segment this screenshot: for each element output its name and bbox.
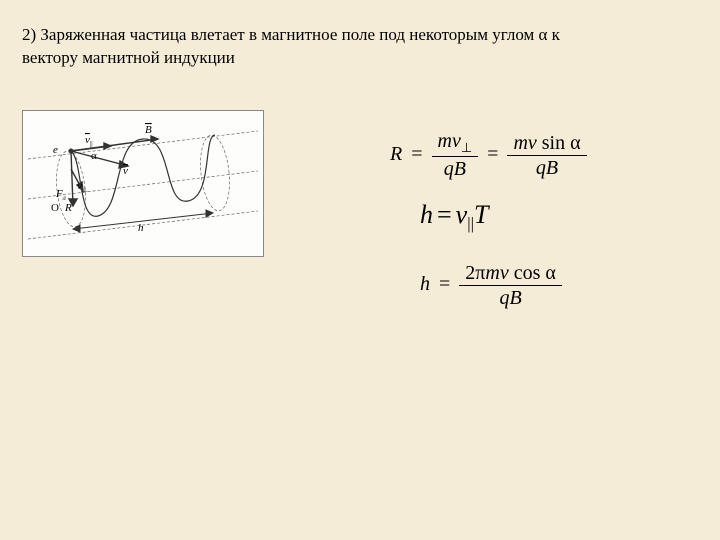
f1-frac1: mv⊥ qB [432,130,479,180]
equals-icon: = [437,200,452,229]
label-O: O [51,202,59,214]
f1-frac2: mv sin α qB [507,132,586,179]
helix-diagram: B v|| v α e Fл v⊥ O R h [22,110,264,257]
label-e: e [53,144,58,156]
f3-frac: 2πmv cos α qB [459,262,562,309]
label-alpha: α [91,150,97,162]
label-h: h [138,222,144,234]
formula-pitch-expanded: h = 2πmv cos α qB [420,262,562,309]
f2-v: v [456,200,468,229]
equals-icon: = [411,143,422,165]
label-R: R [64,202,72,214]
problem-heading: 2) Заряженная частица влетает в магнитно… [22,24,692,70]
f3-lhs: h [420,273,430,295]
particle-dot [69,149,74,154]
f1-lhs: R [390,143,402,165]
f2-lhs: h [420,200,433,229]
label-vpar: v|| [85,134,93,148]
diagram-svg: B v|| v α e Fл v⊥ O R h [23,111,263,256]
f2-sub: || [467,214,474,233]
equals-icon: = [487,143,498,165]
formula-radius: R = mv⊥ qB = mv sin α qB [390,130,587,180]
equals-icon: = [439,273,450,295]
f2-T: T [474,200,488,229]
label-v: v [123,165,128,177]
heading-line1: 2) Заряженная частица влетает в магнитно… [22,25,560,44]
formula-pitch: h=v||T [420,200,488,234]
label-FL: Fл [55,188,66,202]
heading-line2: вектору магнитной индукции [22,48,235,67]
label-B: B [145,124,152,136]
